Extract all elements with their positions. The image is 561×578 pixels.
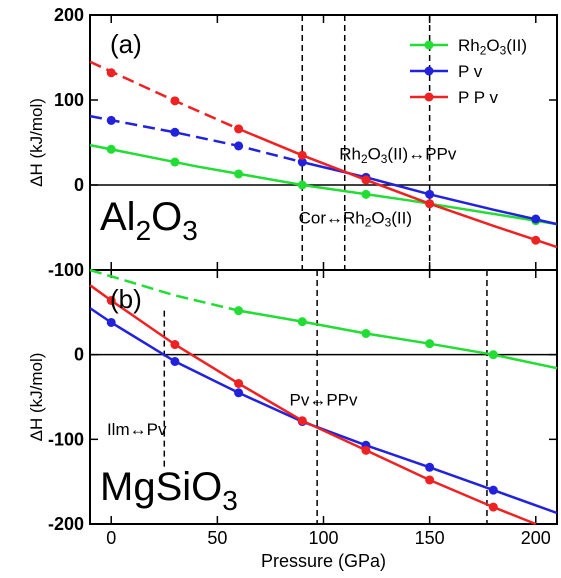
data-point [297, 416, 307, 426]
x-tick-label: 100 [308, 528, 338, 548]
series-line-0 [238, 309, 558, 370]
y-axis-label: ΔH (kJ/mol) [27, 98, 46, 187]
transition-annotation: Pv↔PPv [289, 390, 358, 409]
data-point [488, 502, 498, 512]
data-point [297, 317, 307, 327]
series-line-dashed-1 [89, 114, 303, 164]
data-point [425, 189, 435, 199]
data-point [106, 144, 116, 154]
data-point [170, 157, 180, 167]
transition-annotation: Cor↔Rh2O3(II) [299, 208, 412, 229]
y-tick-label: 0 [74, 345, 84, 365]
data-point [297, 180, 307, 190]
series-line-2 [238, 127, 558, 249]
y-axis-label: ΔH (kJ/mol) [27, 353, 46, 442]
data-point [425, 199, 435, 209]
x-tick-label: 0 [106, 528, 116, 548]
data-point [297, 157, 307, 167]
data-point [425, 339, 435, 349]
y-tick-label: 200 [54, 5, 84, 25]
y-tick-label: 100 [54, 90, 84, 110]
y-tick-label: -100 [48, 429, 84, 449]
data-point [488, 485, 498, 495]
data-point [234, 124, 244, 134]
data-point [170, 340, 180, 350]
legend-swatch-marker [424, 40, 434, 50]
data-point [234, 169, 244, 179]
y-tick-label: -200 [48, 514, 84, 534]
legend-entry: P P v [458, 88, 499, 107]
y-tick-label: -100 [48, 260, 84, 280]
compound-label: Al2O3 [100, 195, 198, 246]
data-point [106, 68, 116, 78]
x-tick-label: 150 [415, 528, 445, 548]
compound-label: MgSiO3 [100, 465, 238, 516]
transition-annotation: Rh2O3(II)↔PPv [339, 145, 457, 166]
x-tick-label: 50 [207, 528, 227, 548]
panel-label: (b) [110, 284, 142, 314]
transition-annotation: Ilm↔Pv [107, 420, 167, 439]
panel-label: (a) [110, 29, 142, 59]
legend-entry: Rh2O3(II) [458, 36, 527, 57]
data-point [361, 189, 371, 199]
x-axis-label: Pressure (GPa) [261, 551, 386, 571]
data-point [531, 214, 541, 224]
panel-b: -200 -100 0 0 50 100 150 200 Pressure (GPa) ΔH (k… [27, 268, 558, 571]
x-tick-label: 200 [521, 528, 551, 548]
legend-swatch-marker [424, 66, 434, 76]
y-tick-label: 0 [74, 175, 84, 195]
data-point [234, 388, 244, 398]
series-line-dashed-0 [89, 268, 239, 312]
data-point [425, 475, 435, 485]
data-point [361, 445, 371, 455]
data-point [234, 378, 244, 388]
data-point [106, 295, 116, 305]
data-point [297, 150, 307, 160]
data-point [361, 175, 371, 185]
data-point [170, 96, 180, 106]
data-point [361, 329, 371, 338]
data-point [531, 235, 541, 245]
data-point [425, 462, 435, 472]
panel-a: -100 0 100 200 ΔH (kJ/mol) (a) Al2O3 Rh2O3(II)↔… [27, 5, 558, 280]
data-point [234, 141, 244, 151]
data-point [106, 317, 116, 327]
data-point [170, 356, 180, 366]
legend-swatch-marker [424, 92, 434, 102]
data-point [488, 350, 498, 360]
data-point [234, 306, 244, 316]
data-point [170, 127, 180, 137]
legend-entry: P v [458, 62, 483, 81]
data-point [106, 115, 116, 125]
